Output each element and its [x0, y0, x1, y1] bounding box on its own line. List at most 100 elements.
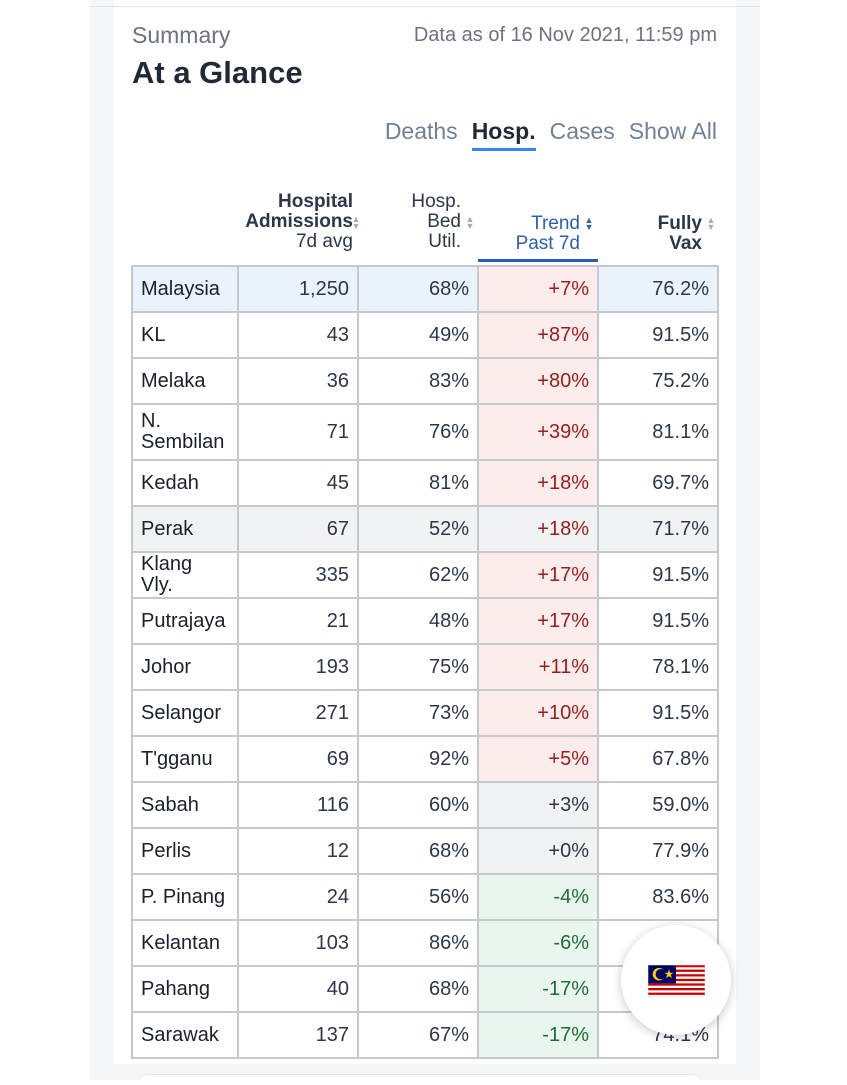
- column-header-vax[interactable]: Fully Vax ▲ ▼: [600, 192, 716, 262]
- sort-arrows-icon: ▲ ▼: [706, 215, 716, 232]
- state-name-cell: Kedah: [131, 459, 239, 507]
- vax-cell: 83.6%: [597, 873, 719, 921]
- bed-util-cell: 62%: [357, 551, 479, 599]
- state-name-cell: Melaka: [131, 357, 239, 405]
- vax-cell: 69.7%: [597, 459, 719, 507]
- column-header-trend[interactable]: Trend Past 7d ▲ ▼: [478, 192, 598, 262]
- admissions-cell: 67: [237, 505, 359, 553]
- admissions-header-line2: Admissions: [245, 211, 353, 232]
- trend-cell: +3%: [477, 781, 599, 829]
- table-row[interactable]: Klang Vly. 335 62% +17% 91.5%: [131, 551, 719, 599]
- bed-util-cell: 86%: [357, 919, 479, 967]
- table-row[interactable]: Johor 193 75% +11% 78.1%: [131, 643, 719, 691]
- bed-util-cell: 81%: [357, 459, 479, 507]
- table-row[interactable]: Perak 67 52% +18% 71.7%: [131, 505, 719, 553]
- trend-cell: +5%: [477, 735, 599, 783]
- page-title: At a Glance: [132, 55, 303, 90]
- bed-util-cell: 60%: [357, 781, 479, 829]
- admissions-cell: 36: [237, 357, 359, 405]
- table-row[interactable]: Malaysia 1,250 68% +7% 76.2%: [131, 265, 719, 313]
- vax-header-line2: Vax: [669, 233, 702, 254]
- state-name-cell: KL: [131, 311, 239, 359]
- bed-util-cell: 68%: [357, 265, 479, 313]
- state-name-cell: Perak: [131, 505, 239, 553]
- bed-util-cell: 49%: [357, 311, 479, 359]
- admissions-cell: 193: [237, 643, 359, 691]
- state-name-cell: Malaysia: [131, 265, 239, 313]
- table-row[interactable]: Melaka 36 83% +80% 75.2%: [131, 357, 719, 405]
- table-row[interactable]: Putrajaya 21 48% +17% 91.5%: [131, 597, 719, 645]
- state-name-cell: Sabah: [131, 781, 239, 829]
- state-name-cell: Johor: [131, 643, 239, 691]
- column-header-admissions[interactable]: Hospital Admissions 7d avg ▲ ▼: [236, 191, 360, 262]
- sort-arrows-icon: ▲ ▼: [465, 214, 475, 231]
- tab-hosp[interactable]: Hosp.: [471, 118, 536, 151]
- vax-cell: 77.9%: [597, 827, 719, 875]
- flag-button[interactable]: [621, 925, 731, 1035]
- bed-util-cell: 48%: [357, 597, 479, 645]
- table-row[interactable]: Sabah 116 60% +3% 59.0%: [131, 781, 719, 829]
- table-row[interactable]: KL 43 49% +87% 91.5%: [131, 311, 719, 359]
- state-name-cell: Putrajaya: [131, 597, 239, 645]
- admissions-header-line1: Hospital: [278, 191, 353, 212]
- state-name-cell: N. Sembilan: [131, 403, 239, 461]
- tab-deaths[interactable]: Deaths: [384, 118, 458, 144]
- vax-cell: 78.1%: [597, 643, 719, 691]
- sort-arrows-icon: ▲ ▼: [351, 214, 361, 231]
- column-header-bed-util[interactable]: Hosp. Bed Util. ▲ ▼: [357, 191, 474, 262]
- admissions-cell: 71: [237, 403, 359, 461]
- vax-cell: 59.0%: [597, 781, 719, 829]
- vax-cell: 91.5%: [597, 689, 719, 737]
- vax-header-line1: Fully: [657, 213, 702, 234]
- trend-cell: +18%: [477, 505, 599, 553]
- tab-cases[interactable]: Cases: [549, 118, 615, 144]
- bed-util-cell: 68%: [357, 827, 479, 875]
- table-row[interactable]: N. Sembilan 71 76% +39% 81.1%: [131, 403, 719, 461]
- vax-cell: 71.7%: [597, 505, 719, 553]
- tab-show-all[interactable]: Show All: [628, 118, 717, 144]
- vax-cell: 91.5%: [597, 597, 719, 645]
- bed-util-cell: 92%: [357, 735, 479, 783]
- vax-cell: 75.2%: [597, 357, 719, 405]
- admissions-cell: 271: [237, 689, 359, 737]
- trend-cell: +10%: [477, 689, 599, 737]
- admissions-cell: 116: [237, 781, 359, 829]
- bed-util-cell: 67%: [357, 1011, 479, 1059]
- state-name-cell: P. Pinang: [131, 873, 239, 921]
- admissions-cell: 43: [237, 311, 359, 359]
- trend-header-line1: Trend: [531, 213, 580, 234]
- vax-cell: 81.1%: [597, 403, 719, 461]
- bed-util-cell: 76%: [357, 403, 479, 461]
- table-row[interactable]: Pahang 40 68% -17%: [131, 965, 719, 1013]
- admissions-cell: 12: [237, 827, 359, 875]
- table-row[interactable]: P. Pinang 24 56% -4% 83.6%: [131, 873, 719, 921]
- admissions-cell: 137: [237, 1011, 359, 1059]
- state-name-cell: T'gganu: [131, 735, 239, 783]
- admissions-cell: 45: [237, 459, 359, 507]
- bed-util-cell: 75%: [357, 643, 479, 691]
- table-row[interactable]: Perlis 12 68% +0% 77.9%: [131, 827, 719, 875]
- table-row[interactable]: T'gganu 69 92% +5% 67.8%: [131, 735, 719, 783]
- trend-cell: +0%: [477, 827, 599, 875]
- state-name-cell: Perlis: [131, 827, 239, 875]
- bed-util-cell: 68%: [357, 965, 479, 1013]
- sort-active-icon: ▲ ▼: [584, 215, 594, 232]
- table-row[interactable]: Kedah 45 81% +18% 69.7%: [131, 459, 719, 507]
- bed-header-line1: Hosp.: [411, 191, 461, 212]
- state-name-cell: Pahang: [131, 965, 239, 1013]
- bed-util-cell: 56%: [357, 873, 479, 921]
- trend-cell: -4%: [477, 873, 599, 921]
- admissions-cell: 69: [237, 735, 359, 783]
- table-row[interactable]: Selangor 271 73% +10% 91.5%: [131, 689, 719, 737]
- metric-tabs: Deaths Hosp. Cases Show All: [385, 118, 717, 151]
- top-divider: [90, 6, 760, 7]
- trend-cell: +87%: [477, 311, 599, 359]
- bed-header-line2: Bed: [427, 211, 461, 232]
- bed-util-cell: 73%: [357, 689, 479, 737]
- admissions-cell: 40: [237, 965, 359, 1013]
- trend-cell: -17%: [477, 1011, 599, 1059]
- section-subtitle: Summary: [132, 22, 231, 48]
- bed-header-line3: Util.: [428, 231, 461, 252]
- admissions-cell: 103: [237, 919, 359, 967]
